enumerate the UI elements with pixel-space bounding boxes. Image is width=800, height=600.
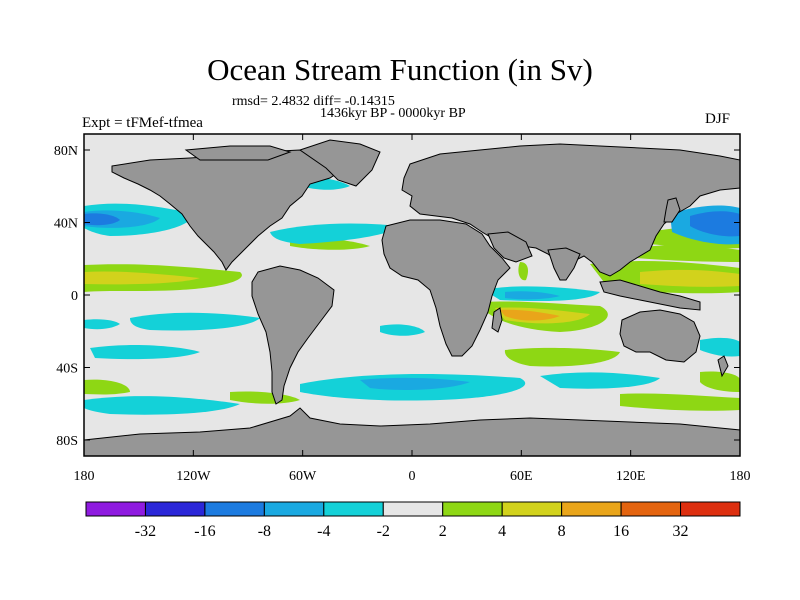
- colorbar-label: -32: [135, 523, 156, 540]
- season-label: DJF: [705, 111, 731, 127]
- x-tick-label: 60W: [289, 469, 317, 484]
- y-tick-label: 0: [71, 289, 78, 304]
- stats-text: rmsd= 2.4832 diff= -0.14315: [232, 94, 395, 109]
- japan: [663, 197, 681, 223]
- greenland: [298, 139, 381, 187]
- colorbar-swatch: [382, 501, 444, 517]
- anomaly-band: [360, 377, 470, 390]
- anomaly-band: [84, 213, 120, 226]
- colorbar-label: -2: [377, 523, 390, 540]
- x-axis: 180 120W 60W 0 60E 120E 180: [74, 134, 751, 484]
- anomaly-band: [700, 337, 740, 357]
- plot-title: Ocean Stream Function (in Sv): [207, 52, 593, 87]
- negative-anomalies: [84, 177, 740, 415]
- period-text: 1436kyr BP - 0000kyr BP: [320, 106, 466, 121]
- colorbar-swatch: [561, 501, 622, 517]
- colorbar-swatch: [680, 501, 741, 517]
- anomaly-band: [540, 372, 660, 389]
- x-tick-label: 120W: [176, 469, 211, 484]
- india: [547, 247, 581, 281]
- y-tick-label: 40S: [56, 362, 78, 377]
- experiment-label: Expt = tFMef-tfmea: [82, 115, 203, 131]
- colorbar-swatch: [442, 501, 503, 517]
- anomaly-band: [84, 319, 120, 330]
- anomaly-band: [84, 396, 240, 415]
- anomaly-band: [500, 309, 560, 321]
- colorbar-label: 32: [673, 523, 689, 540]
- colorbar-swatch: [204, 501, 265, 517]
- colorbar-swatch: [263, 501, 325, 517]
- colorbar-label: 16: [613, 523, 629, 540]
- new-zealand: [717, 355, 729, 378]
- positive-anomalies: [84, 227, 740, 411]
- anomaly-band: [518, 262, 528, 281]
- africa: [381, 219, 511, 357]
- se-asia-islands: [599, 279, 701, 311]
- map-panel: [83, 133, 741, 457]
- anomaly-band: [84, 379, 130, 395]
- colorbar-label: 2: [439, 523, 447, 540]
- colorbar-label: 4: [498, 523, 506, 540]
- anomaly-band: [620, 393, 740, 411]
- eurasia: [401, 143, 741, 277]
- anomaly-band: [84, 271, 200, 285]
- colorbar-label: -4: [317, 523, 330, 540]
- land: [83, 139, 741, 457]
- x-tick-label: 120E: [616, 469, 646, 484]
- colorbar: -32 -16 -8 -4 -2 2 4 8 16 32: [85, 501, 741, 540]
- x-tick-label: 180: [730, 469, 751, 484]
- anomaly-band: [690, 211, 740, 237]
- y-tick-label: 40N: [54, 217, 78, 232]
- x-tick-label: 180: [74, 469, 95, 484]
- anomaly-band: [700, 371, 740, 392]
- anomaly-band: [636, 245, 740, 262]
- anomaly-band: [505, 291, 560, 300]
- colorbar-swatch: [501, 501, 563, 517]
- colorbar-swatch: [323, 501, 384, 517]
- x-tick-label: 60E: [510, 469, 533, 484]
- colorbar-label: -16: [194, 523, 215, 540]
- colorbar-swatch: [620, 501, 682, 517]
- anomaly-band: [640, 269, 740, 287]
- anomaly-band: [504, 347, 620, 367]
- y-axis: 80N 40N 0 40S 80S: [54, 144, 740, 449]
- anomaly-band: [130, 312, 260, 331]
- arabia: [487, 231, 533, 263]
- colorbar-swatch: [85, 501, 146, 517]
- colorbar-label: -8: [258, 523, 271, 540]
- madagascar: [491, 307, 503, 333]
- antarctica: [83, 407, 741, 457]
- colorbar-label: 8: [558, 523, 566, 540]
- y-tick-label: 80N: [54, 144, 78, 159]
- anomaly-band: [90, 345, 200, 360]
- anomaly-band: [270, 223, 400, 244]
- colorbar-swatch: [144, 501, 206, 517]
- y-tick-label: 80S: [56, 434, 78, 449]
- anomaly-band: [380, 324, 425, 336]
- canada-arctic: [184, 145, 292, 161]
- australia: [619, 309, 701, 363]
- south-america: [251, 265, 335, 405]
- x-tick-label: 0: [409, 469, 416, 484]
